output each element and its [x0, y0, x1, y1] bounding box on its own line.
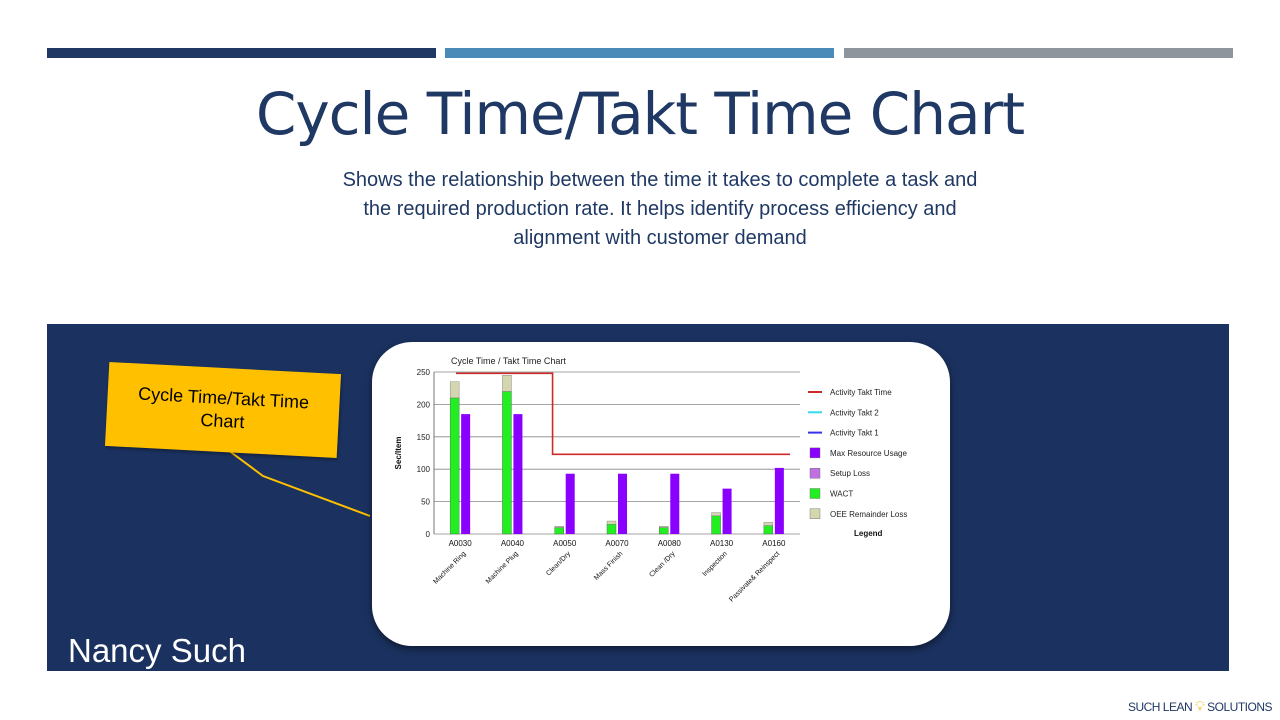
footer-logo-right: SOLUTIONS [1207, 700, 1272, 714]
footer-logo-left: SUCH LEAN [1127, 700, 1193, 714]
slide-subtitle: Shows the relationship between the time … [342, 169, 978, 249]
legend-label: Setup Loss [830, 469, 870, 478]
header-bar-blue [445, 48, 834, 58]
x-code-label: A0160 [762, 539, 786, 548]
header-bar-gray [844, 48, 1233, 58]
callout-box: Cycle Time/Takt Time Chart [104, 361, 342, 459]
bar-max-resource-usage [513, 414, 523, 534]
x-category-label: Machine Plug [485, 550, 520, 585]
x-code-label: A0030 [449, 539, 473, 548]
lightbulb-icon: 💡︎ [1194, 698, 1205, 714]
bar-oee-remainder-loss [502, 375, 512, 392]
legend-label: WACT [830, 490, 853, 499]
legend-label: OEE Remainder Loss [830, 510, 907, 519]
legend-label: Activity Takt 1 [830, 429, 879, 438]
bar-max-resource-usage [565, 473, 575, 534]
legend-swatch-box [809, 508, 821, 520]
y-tick-label: 250 [417, 368, 431, 377]
bar-wact [554, 527, 564, 535]
footer-logo: SUCH LEAN 💡︎ SOLUTIONS [1127, 698, 1273, 715]
bar-oee-remainder-loss [763, 522, 774, 526]
x-category-label: Machine Ring [432, 550, 467, 585]
chart-title: Cycle Time / Takt Time Chart [451, 356, 566, 366]
y-tick-label: 50 [421, 498, 430, 507]
legend-label: Max Resource Usage [830, 449, 907, 458]
x-category-label: Mass Finish [593, 550, 624, 581]
header-bar-navy [47, 48, 436, 58]
presenter-name: Nancy Such [68, 632, 246, 669]
bar-max-resource-usage [670, 473, 680, 534]
x-category-label: Passivate& Reinspect [728, 550, 781, 603]
y-tick-label: 150 [417, 433, 431, 442]
y-tick-label: 100 [417, 465, 431, 474]
x-code-label: A0070 [605, 539, 629, 548]
y-tick-label: 200 [417, 400, 431, 409]
bar-wact [763, 525, 774, 535]
bar-wact [502, 391, 512, 535]
bar-oee-remainder-loss [711, 512, 721, 517]
bar-max-resource-usage [774, 467, 784, 534]
chart: Cycle Time / Takt Time Chart 0 50 100 150 200… [394, 356, 907, 604]
x-category-label: Clean /Dry [648, 550, 677, 579]
legend-swatch-box [809, 447, 821, 459]
x-code-label: A0040 [501, 539, 525, 548]
bar-oee-remainder-loss [554, 526, 564, 528]
x-code-label: A0050 [553, 539, 577, 548]
bar-max-resource-usage [461, 414, 471, 534]
bar-wact [606, 524, 617, 535]
slide-title: Cycle Time/Takt Time Chart [255, 80, 1025, 148]
legend-title: Legend [854, 529, 883, 538]
bar-max-resource-usage [618, 473, 627, 534]
bar-oee-remainder-loss [449, 381, 460, 399]
bar-wact [449, 397, 460, 535]
bar-wact [711, 515, 721, 535]
takt-time-line [456, 372, 790, 456]
callout-pointer-line [227, 449, 371, 517]
bar-oee-remainder-loss [606, 520, 617, 525]
legend-swatch-box [809, 488, 821, 499]
legend-label: Activity Takt Time [830, 388, 892, 397]
legend-swatch-box [809, 467, 821, 479]
callout-text: Cycle Time/Takt Time Chart [137, 383, 310, 433]
legend-label: Activity Takt 2 [830, 408, 879, 417]
y-tick-label: 0 [426, 530, 431, 539]
bar-max-resource-usage [722, 488, 732, 534]
x-category-label: Clean/Dry [545, 550, 572, 577]
x-code-label: A0080 [658, 539, 682, 548]
x-category-label: Inspection [701, 550, 729, 578]
y-axis-label: Sec/Item [394, 437, 403, 470]
bar-wact [659, 527, 669, 535]
x-code-label: A0130 [710, 539, 734, 548]
chart-card: Cycle Time / Takt Time Chart 0 50 100 150 200… [372, 342, 950, 646]
bar-oee-remainder-loss [659, 526, 669, 528]
